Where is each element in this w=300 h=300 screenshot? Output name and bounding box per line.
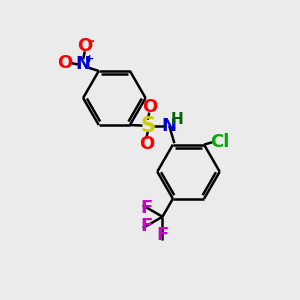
Text: O: O <box>77 37 92 55</box>
Text: F: F <box>140 199 153 217</box>
Text: Cl: Cl <box>210 133 229 151</box>
Text: O: O <box>139 135 154 153</box>
Text: N: N <box>162 117 177 135</box>
Text: H: H <box>171 112 184 127</box>
Text: +: + <box>85 54 94 64</box>
Text: F: F <box>156 226 169 244</box>
Text: O: O <box>142 98 157 116</box>
Text: -: - <box>88 34 94 48</box>
Text: F: F <box>140 217 153 235</box>
Text: S: S <box>140 116 155 136</box>
Text: O: O <box>57 54 73 72</box>
Text: N: N <box>76 56 91 74</box>
